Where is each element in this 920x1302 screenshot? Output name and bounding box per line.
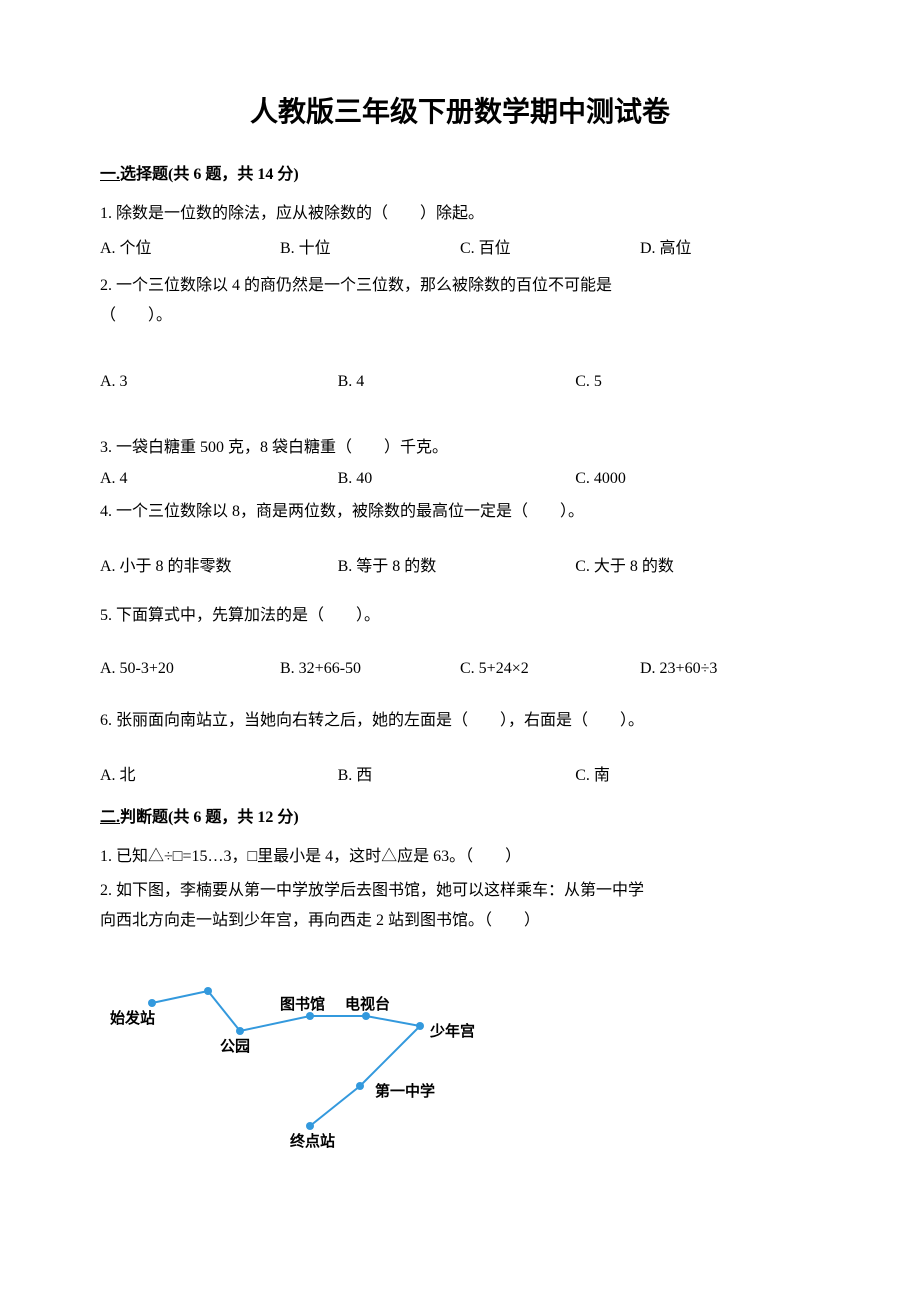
q5-text: 5. 下面算式中，先算加法的是（ ）。 [100,604,820,628]
route-diagram: 始发站公园 图书馆 电视台少年宫第一中学终点站 [110,961,820,1166]
q2-text2: （ ）。 [100,304,820,328]
svg-text:终点站: 终点站 [290,1132,335,1150]
q2-opt-a: A. 3 [100,373,338,391]
q6-opt-c: C. 南 [575,761,813,785]
q3-opt-c: C. 4000 [575,470,813,488]
q3-opt-b: B. 40 [338,470,576,488]
q1-opt-a: A. 个位 [100,236,280,262]
q1-opt-d: D. 高位 [640,236,820,262]
svg-text:公园: 公园 [220,1038,250,1055]
svg-text:少年宫: 少年宫 [429,1022,475,1040]
svg-text:第一中学: 第一中学 [375,1082,435,1100]
section2-header: 二.判断题(共 6 题，共 12 分) [100,803,820,827]
s2-q2: 2. 如下图，李楠要从第一中学放学后去图书馆，她可以这样乘车：从第一中学 [100,879,820,903]
s2-q2b: 向西北方向走一站到少年宫，再向西走 2 站到图书馆。（ ） [100,909,820,933]
svg-text:图书馆: 图书馆 [280,995,325,1013]
q6-opt-a: A. 北 [100,761,338,785]
q2-opt-b: B. 4 [338,373,576,391]
q1-opt-b: B. 十位 [280,236,460,262]
section2-prefix: 二. [100,809,120,826]
q5-opt-c: C. 5+24×2 [460,656,640,682]
route-svg: 始发站公园 图书馆 电视台少年宫第一中学终点站 [110,961,480,1161]
q1-opt-c: C. 百位 [460,236,640,262]
s2-q1: 1. 已知△÷□=15…3，□里最小是 4，这时△应是 63。（ ） [100,845,820,869]
q5-opt-b: B. 32+66-50 [280,656,460,682]
section1-prefix: 一. [100,166,120,183]
section1-suffix: (共 6 题，共 14 分) [168,166,299,183]
q2-text: 2. 一个三位数除以 4 的商仍然是一个三位数，那么被除数的百位不可能是 [100,274,820,298]
q3-opt-a: A. 4 [100,470,338,488]
q4-options: A. 小于 8 的非零数 B. 等于 8 的数 C. 大于 8 的数 [100,552,820,576]
q3-text: 3. 一袋白糖重 500 克，8 袋白糖重（ ）千克。 [100,436,820,460]
q1-options: A. 个位 B. 十位 C. 百位 D. 高位 [100,236,820,262]
section2-suffix: (共 6 题，共 12 分) [168,809,299,826]
q4-text: 4. 一个三位数除以 8，商是两位数，被除数的最高位一定是（ ）。 [100,500,820,524]
section1-header: 一.选择题(共 6 题，共 14 分) [100,160,820,184]
q4-opt-c: C. 大于 8 的数 [575,552,813,576]
svg-text:始发站: 始发站 [110,1009,155,1027]
q5-options: A. 50-3+20 B. 32+66-50 C. 5+24×2 D. 23+6… [100,656,820,682]
q5-opt-d: D. 23+60÷3 [640,656,820,682]
q1-text: 1. 除数是一位数的除法，应从被除数的（ ）除起。 [100,202,820,226]
q2-options: A. 3 B. 4 C. 5 [100,373,820,391]
q4-opt-b: B. 等于 8 的数 [338,552,576,576]
q4-opt-a: A. 小于 8 的非零数 [100,552,338,576]
q5-opt-a: A. 50-3+20 [100,656,280,682]
section1-label: 选择题 [120,166,168,183]
q3-options: A. 4 B. 40 C. 4000 [100,470,820,488]
q6-opt-b: B. 西 [338,761,576,785]
page-title: 人教版三年级下册数学期中测试卷 [100,90,820,130]
q2-opt-c: C. 5 [575,373,813,391]
q6-options: A. 北 B. 西 C. 南 [100,761,820,785]
q6-text: 6. 张丽面向南站立，当她向右转之后，她的左面是（ ），右面是（ ）。 [100,709,820,733]
svg-text:电视台: 电视台 [345,995,390,1013]
section2-label: 判断题 [120,809,168,826]
